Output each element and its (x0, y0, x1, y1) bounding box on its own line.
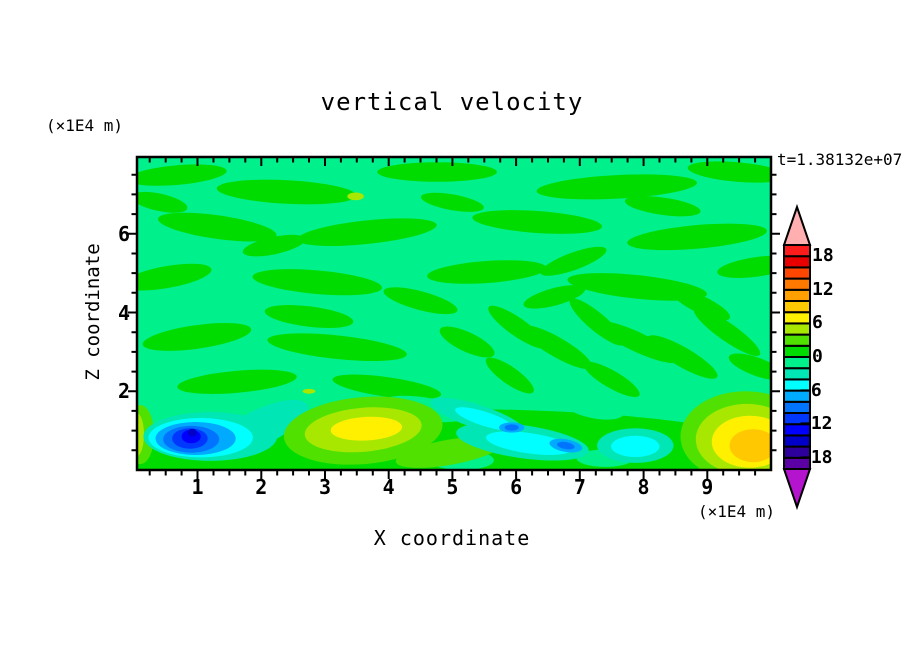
x-axis-unit-label: (×1E4 m) (697, 502, 775, 521)
contour-region (137, 412, 144, 457)
contour-region (297, 218, 437, 247)
contour-region (439, 326, 495, 358)
x-tick-label: 1 (191, 475, 204, 499)
colorbar-tick-label: −6 (800, 379, 822, 401)
contour-region (561, 394, 624, 420)
contour-region (717, 255, 771, 278)
contour-region (347, 192, 364, 201)
colorbar-segment (783, 367, 811, 381)
colorbar-segment (783, 434, 811, 448)
contour-region (729, 429, 771, 463)
contour-region (557, 441, 575, 450)
colorbar-tick-label: 12 (812, 278, 834, 300)
contour-region (137, 263, 212, 291)
contour-region (330, 416, 403, 441)
x-tick-label: 9 (701, 475, 714, 499)
contour-region (137, 191, 188, 213)
contour-region (383, 287, 458, 315)
contour-region (671, 288, 731, 321)
colorbar-segment (783, 333, 811, 347)
colorbar-segment (783, 400, 811, 415)
contour-region (242, 234, 306, 257)
y-tick-label: 4 (117, 300, 130, 325)
axis-ticks (128, 157, 780, 479)
colorbar-segment (783, 255, 811, 269)
colorbar-over-arrow (782, 203, 812, 246)
contour-region (627, 223, 767, 251)
x-tick-label: 8 (637, 475, 650, 499)
contour-region (647, 335, 718, 379)
contour-region (187, 428, 197, 437)
contour-region (504, 424, 519, 431)
contour-region (427, 260, 547, 284)
y-tick-label: 2 (117, 379, 130, 404)
contour-region (485, 431, 572, 455)
colorbar-segment (783, 277, 811, 291)
contour-region (540, 246, 607, 276)
contour-region (596, 320, 679, 364)
contour-region (332, 374, 442, 400)
x-tick-label: 6 (510, 475, 523, 499)
x-tick-label: 5 (446, 475, 459, 499)
colorbar-tick-label: 18 (812, 245, 834, 267)
contour-region (523, 285, 586, 309)
colorbar-segment (783, 311, 811, 325)
contour-region (302, 388, 316, 394)
y-axis-unit-label: (×1E4 m) (46, 116, 124, 135)
colorbar-segment (783, 322, 811, 336)
x-tick-label: 3 (318, 475, 331, 499)
colorbar-under-arrow (782, 468, 812, 511)
colorbar-segment (783, 300, 811, 314)
contour-region (728, 353, 771, 381)
contour-region (420, 192, 484, 212)
contour-region (536, 174, 697, 200)
contour-region (567, 273, 707, 301)
contour-region (687, 161, 771, 183)
contour-region (177, 369, 297, 394)
contour-plot-area (128, 155, 780, 479)
contour-region (472, 210, 603, 234)
colorbar-segment (783, 356, 811, 370)
colorbar-segment (783, 244, 811, 258)
colorbar-segment (783, 266, 811, 280)
x-tick-label: 4 (382, 475, 395, 499)
contour-region (485, 357, 534, 394)
contour-region (157, 212, 277, 242)
plot-title: vertical velocity (320, 88, 584, 116)
contour-region (455, 407, 514, 431)
colorbar-tick-label: 0 (812, 346, 823, 367)
contour-region (693, 307, 761, 356)
colorbar (782, 203, 812, 511)
y-tick-label: 6 (117, 221, 130, 246)
contour-region (252, 269, 383, 296)
x-tick-label: 2 (255, 475, 268, 499)
colorbar-segment (783, 344, 811, 359)
contour-region (267, 333, 407, 362)
contour-region (521, 325, 592, 369)
contour-region (624, 196, 701, 217)
colorbar-segment (783, 288, 811, 303)
colorbar-tick-label: −12 (800, 413, 833, 435)
contour-region (264, 305, 354, 328)
timestamp-label: t=1.38132e+07 (777, 150, 903, 169)
x-axis-title: X coordinate (373, 526, 531, 550)
contour-region (377, 162, 497, 182)
contour-region (583, 361, 640, 398)
contour-region (216, 179, 357, 205)
colorbar-tick-label: 6 (812, 312, 823, 334)
contour-region (137, 164, 227, 186)
plot-frame (135, 155, 773, 472)
contour-region (611, 435, 660, 457)
contour-region (142, 322, 252, 351)
x-tick-label: 7 (573, 475, 586, 499)
colorbar-tick-label: −18 (800, 446, 833, 468)
